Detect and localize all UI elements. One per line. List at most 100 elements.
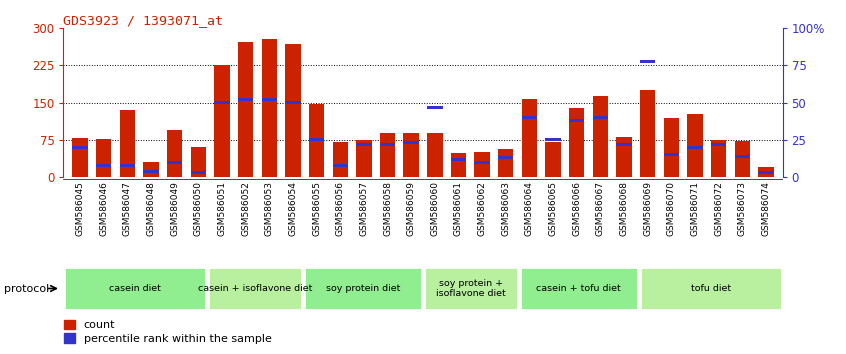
Text: GSM586068: GSM586068 <box>619 181 629 236</box>
Text: GSM586051: GSM586051 <box>217 181 227 236</box>
Bar <box>498 156 514 159</box>
Bar <box>663 118 679 177</box>
Bar <box>687 146 703 149</box>
Text: GSM586058: GSM586058 <box>383 181 392 236</box>
Text: GSM586069: GSM586069 <box>643 181 652 236</box>
Text: casein + tofu diet: casein + tofu diet <box>536 284 621 293</box>
Bar <box>96 164 112 167</box>
Bar <box>285 101 300 104</box>
Legend: count, percentile rank within the sample: count, percentile rank within the sample <box>59 315 276 348</box>
Bar <box>332 164 348 167</box>
Text: GSM586067: GSM586067 <box>596 181 605 236</box>
Text: GSM586047: GSM586047 <box>123 181 132 236</box>
Bar <box>356 143 371 146</box>
Bar <box>640 59 656 63</box>
Text: GSM586066: GSM586066 <box>572 181 581 236</box>
Bar <box>72 138 88 177</box>
Text: GSM586046: GSM586046 <box>99 181 108 236</box>
Bar <box>427 133 442 177</box>
Bar <box>190 147 206 177</box>
FancyBboxPatch shape <box>424 267 518 310</box>
Text: GSM586071: GSM586071 <box>690 181 700 236</box>
Bar <box>261 39 277 177</box>
Bar <box>522 116 537 119</box>
Bar <box>356 140 371 177</box>
Bar <box>711 143 727 146</box>
Bar <box>498 149 514 177</box>
Text: GSM586063: GSM586063 <box>502 181 510 236</box>
Bar <box>380 143 395 146</box>
FancyBboxPatch shape <box>640 267 782 310</box>
Text: GDS3923 / 1393071_at: GDS3923 / 1393071_at <box>63 14 223 27</box>
Bar <box>238 42 253 177</box>
Bar <box>546 138 561 141</box>
Bar <box>214 101 229 104</box>
Text: GSM586053: GSM586053 <box>265 181 274 236</box>
Bar <box>285 44 300 177</box>
Bar <box>261 98 277 101</box>
Text: GSM586064: GSM586064 <box>525 181 534 236</box>
Bar <box>617 143 632 146</box>
Bar <box>640 90 656 177</box>
Bar <box>617 137 632 177</box>
Text: tofu diet: tofu diet <box>690 284 731 293</box>
Bar <box>238 98 253 101</box>
Bar <box>734 155 750 158</box>
Bar <box>380 133 395 177</box>
FancyBboxPatch shape <box>304 267 422 310</box>
Bar <box>546 142 561 177</box>
Text: GSM586072: GSM586072 <box>714 181 723 236</box>
Bar <box>190 171 206 174</box>
Bar <box>451 158 466 161</box>
Text: GSM586056: GSM586056 <box>336 181 344 236</box>
Text: GSM586059: GSM586059 <box>407 181 415 236</box>
Text: GSM586073: GSM586073 <box>738 181 747 236</box>
Text: GSM586074: GSM586074 <box>761 181 771 236</box>
Text: GSM586065: GSM586065 <box>548 181 558 236</box>
Bar <box>522 99 537 177</box>
Text: GSM586057: GSM586057 <box>360 181 368 236</box>
Bar <box>593 116 608 119</box>
FancyBboxPatch shape <box>519 267 638 310</box>
Bar <box>427 105 442 109</box>
Bar <box>475 152 490 177</box>
Text: casein diet: casein diet <box>109 284 162 293</box>
Bar <box>72 146 88 149</box>
Text: casein + isoflavone diet: casein + isoflavone diet <box>198 284 312 293</box>
Bar <box>214 65 229 177</box>
Bar <box>451 153 466 177</box>
Text: GSM586062: GSM586062 <box>478 181 486 236</box>
Bar <box>309 138 324 141</box>
Text: GSM586055: GSM586055 <box>312 181 321 236</box>
Text: GSM586070: GSM586070 <box>667 181 676 236</box>
Bar <box>711 140 727 177</box>
Bar <box>404 141 419 144</box>
Text: GSM586048: GSM586048 <box>146 181 156 236</box>
Text: GSM586054: GSM586054 <box>288 181 298 236</box>
Text: soy protein +
isoflavone diet: soy protein + isoflavone diet <box>436 279 506 298</box>
Bar <box>569 119 585 122</box>
Bar <box>119 110 135 177</box>
Bar <box>758 167 774 177</box>
Bar <box>332 142 348 177</box>
Bar <box>734 141 750 177</box>
Text: GSM586050: GSM586050 <box>194 181 203 236</box>
FancyBboxPatch shape <box>64 267 206 310</box>
Text: soy protein diet: soy protein diet <box>326 284 400 293</box>
Text: protocol: protocol <box>4 284 49 293</box>
Bar <box>404 133 419 177</box>
Bar <box>143 162 159 177</box>
Bar <box>758 171 774 174</box>
FancyBboxPatch shape <box>208 267 302 310</box>
Text: GSM586049: GSM586049 <box>170 181 179 236</box>
Bar <box>96 139 112 177</box>
Bar <box>593 96 608 177</box>
Text: GSM586052: GSM586052 <box>241 181 250 236</box>
Bar <box>167 161 183 164</box>
Bar <box>167 130 183 177</box>
Bar <box>475 161 490 164</box>
Bar <box>663 153 679 156</box>
Bar <box>569 108 585 177</box>
Bar <box>687 114 703 177</box>
Text: GSM586045: GSM586045 <box>75 181 85 236</box>
